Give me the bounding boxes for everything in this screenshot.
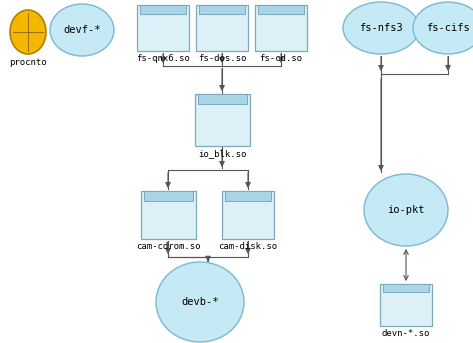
Ellipse shape <box>343 2 419 54</box>
Text: devn-*.so: devn-*.so <box>382 329 430 338</box>
Text: fs-qnx6.so: fs-qnx6.so <box>136 54 190 63</box>
Bar <box>140 5 186 14</box>
Ellipse shape <box>364 174 448 246</box>
Ellipse shape <box>413 2 473 54</box>
Bar <box>196 5 248 51</box>
Text: io-pkt: io-pkt <box>387 205 425 215</box>
Bar <box>225 191 271 201</box>
Text: procnto: procnto <box>9 58 47 67</box>
Text: fs-cifs: fs-cifs <box>426 23 470 33</box>
Bar <box>383 284 429 292</box>
Ellipse shape <box>50 4 114 56</box>
Bar <box>143 191 193 201</box>
Text: fs-dos.so: fs-dos.so <box>198 54 246 63</box>
Bar <box>255 5 307 51</box>
Bar <box>199 5 245 14</box>
Bar <box>222 191 274 239</box>
Bar <box>198 94 246 104</box>
Ellipse shape <box>10 10 46 54</box>
Text: cam-cdrom.so: cam-cdrom.so <box>136 242 200 251</box>
Text: cam-disk.so: cam-disk.so <box>219 242 278 251</box>
Bar <box>137 5 189 51</box>
Text: fs-cd.so: fs-cd.so <box>260 54 303 63</box>
Text: fs-nfs3: fs-nfs3 <box>359 23 403 33</box>
Ellipse shape <box>156 262 244 342</box>
Bar <box>258 5 304 14</box>
Bar <box>194 94 249 146</box>
Bar <box>140 191 195 239</box>
Text: devf-*: devf-* <box>63 25 101 35</box>
Text: io_blk.so: io_blk.so <box>198 149 246 158</box>
Bar <box>380 284 432 326</box>
Text: devb-*: devb-* <box>181 297 219 307</box>
